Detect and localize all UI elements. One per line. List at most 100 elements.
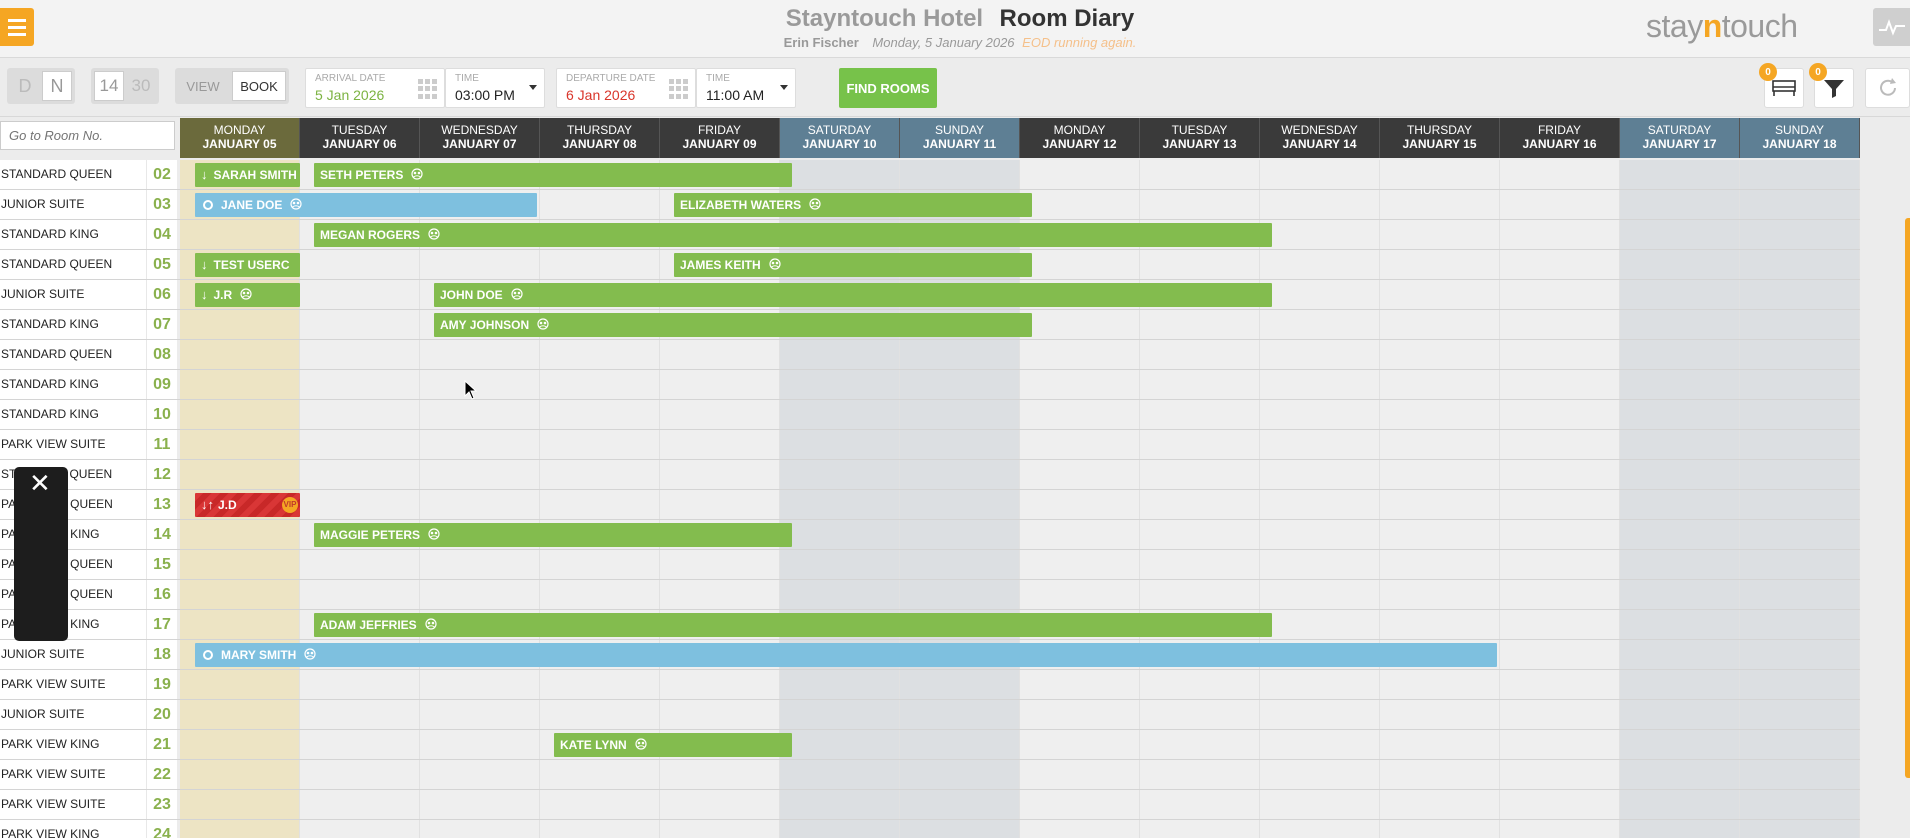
- day-column[interactable]: [1740, 160, 1860, 838]
- arrival-time-select[interactable]: TIME 03:00 PM: [445, 68, 545, 108]
- room-row: STANDARD KING 09: [0, 370, 1860, 400]
- day-name: MONDAY: [213, 123, 266, 137]
- book-mode-button[interactable]: BOOK: [232, 71, 286, 101]
- room-type-label: PARK VIEW SUITE: [0, 430, 147, 459]
- room-number[interactable]: 11: [147, 430, 177, 459]
- arrival-date-field[interactable]: ARRIVAL DATE 5 Jan 2026: [305, 68, 445, 108]
- room-row: PARK VIEW KING 24: [0, 820, 1860, 838]
- day-date: JANUARY 09: [682, 137, 757, 151]
- day-column[interactable]: [1260, 160, 1380, 838]
- day-column[interactable]: [1620, 160, 1740, 838]
- day-header: THURSDAY JANUARY 08: [540, 118, 660, 158]
- find-rooms-button[interactable]: FIND ROOMS: [839, 68, 937, 108]
- room-number[interactable]: 02: [147, 160, 177, 189]
- day-column[interactable]: [540, 160, 660, 838]
- reservation-bar[interactable]: ↓ J.R: [195, 283, 300, 307]
- room-number[interactable]: 21: [147, 730, 177, 759]
- room-number[interactable]: 24: [147, 820, 177, 838]
- room-type-label: PARK VIEW KING: [0, 820, 147, 838]
- reservation-bar[interactable]: ADAM JEFFRIES: [314, 613, 1272, 637]
- room-type-label: STANDARD KING: [0, 310, 147, 339]
- day-date: JANUARY 10: [802, 137, 877, 151]
- room-number[interactable]: 19: [147, 670, 177, 699]
- room-number[interactable]: 18: [147, 640, 177, 669]
- room-number[interactable]: 07: [147, 310, 177, 339]
- calendar-icon: [669, 79, 689, 99]
- reservation-bar[interactable]: MARY SMITH: [195, 643, 1497, 667]
- day-name: THURSDAY: [566, 123, 633, 137]
- refresh-button[interactable]: [1865, 68, 1910, 108]
- room-search-input[interactable]: [0, 121, 175, 150]
- vip-badge: VIP: [282, 497, 298, 513]
- room-row: STANDARD QUEEN 08: [0, 340, 1860, 370]
- room-number[interactable]: 08: [147, 340, 177, 369]
- close-icon[interactable]: ✕: [29, 468, 51, 498]
- reservation-bar[interactable]: JAMES KEITH: [674, 253, 1032, 277]
- floating-side-panel: ✕: [14, 467, 68, 641]
- day-column[interactable]: [1020, 160, 1140, 838]
- reservation-bar[interactable]: ↓ TEST USERC: [195, 253, 300, 277]
- room-number[interactable]: 15: [147, 550, 177, 579]
- departure-date-field[interactable]: DEPARTURE DATE 6 Jan 2026: [556, 68, 696, 108]
- day-header: SATURDAY JANUARY 10: [780, 118, 900, 158]
- reserved-ring-icon: [203, 649, 213, 660]
- reservation-bar[interactable]: ↓↑ J.D VIP: [195, 493, 300, 517]
- filter-button[interactable]: 0: [1809, 63, 1854, 108]
- day-column[interactable]: [1140, 160, 1260, 838]
- departure-date-value: 6 Jan 2026: [566, 87, 636, 103]
- reservation-bar[interactable]: MEGAN ROGERS: [314, 223, 1272, 247]
- room-row: STANDARD KING 07: [0, 310, 1860, 340]
- day-column[interactable]: [420, 160, 540, 838]
- room-number[interactable]: 16: [147, 580, 177, 609]
- rooms-filter-button[interactable]: 0: [1759, 63, 1804, 108]
- room-number[interactable]: 06: [147, 280, 177, 309]
- day-column[interactable]: [1380, 160, 1500, 838]
- day-header: WEDNESDAY JANUARY 07: [420, 118, 540, 158]
- day-column[interactable]: [1500, 160, 1620, 838]
- range-30-button[interactable]: 30: [131, 76, 151, 95]
- funnel-icon: [1824, 80, 1844, 98]
- room-type-label: STANDARD QUEEN: [0, 160, 147, 189]
- mode-day-button[interactable]: D: [18, 75, 32, 96]
- guest-name: ADAM JEFFRIES: [320, 618, 417, 632]
- reservation-bar[interactable]: MAGGIE PETERS: [314, 523, 792, 547]
- range-14-button[interactable]: 14: [94, 71, 124, 101]
- room-number[interactable]: 14: [147, 520, 177, 549]
- room-number[interactable]: 17: [147, 610, 177, 639]
- room-type-label: PARK VIEW SUITE: [0, 760, 147, 789]
- guest-name: JAMES KEITH: [680, 258, 761, 272]
- stayntouch-logo: stayntouch: [1646, 8, 1798, 44]
- room-number[interactable]: 23: [147, 790, 177, 819]
- reservation-bar[interactable]: JOHN DOE: [434, 283, 1272, 307]
- departure-time-select[interactable]: TIME 11:00 AM: [696, 68, 796, 108]
- day-column[interactable]: [300, 160, 420, 838]
- room-number[interactable]: 03: [147, 190, 177, 219]
- day-date: JANUARY 05: [202, 137, 277, 151]
- mode-night-button[interactable]: N: [42, 71, 72, 101]
- activity-icon: [1879, 19, 1905, 36]
- vertical-scrollbar[interactable]: [1905, 218, 1910, 778]
- room-number[interactable]: 09: [147, 370, 177, 399]
- room-number[interactable]: 13: [147, 490, 177, 519]
- view-mode-button[interactable]: VIEW: [186, 78, 220, 94]
- hamburger-menu-button[interactable]: [0, 8, 34, 46]
- room-number[interactable]: 04: [147, 220, 177, 249]
- activity-button[interactable]: [1873, 8, 1910, 46]
- reservation-bar[interactable]: JANE DOE: [195, 193, 537, 217]
- room-number[interactable]: 10: [147, 400, 177, 429]
- room-row: PARK VIEW SUITE 23: [0, 790, 1860, 820]
- eod-status: EOD running again.: [1022, 35, 1137, 50]
- guest-name: JANE DOE: [221, 198, 283, 212]
- reservation-bar[interactable]: KATE LYNN: [554, 733, 792, 757]
- room-number[interactable]: 12: [147, 460, 177, 489]
- room-type-label: PARK VIEW SUITE: [0, 790, 147, 819]
- reservation-bar[interactable]: ↓ SARAH SMITH: [195, 163, 300, 187]
- reservation-bar[interactable]: ELIZABETH WATERS: [674, 193, 1032, 217]
- reservation-bar[interactable]: AMY JOHNSON: [434, 313, 1032, 337]
- reservation-bar[interactable]: SETH PETERS: [314, 163, 792, 187]
- day-date: JANUARY 11: [922, 137, 997, 151]
- room-number[interactable]: 20: [147, 700, 177, 729]
- room-number[interactable]: 05: [147, 250, 177, 279]
- room-number[interactable]: 22: [147, 760, 177, 789]
